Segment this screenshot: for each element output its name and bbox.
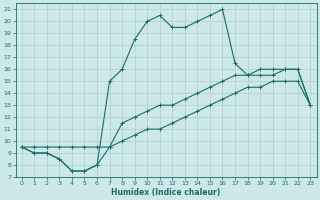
X-axis label: Humidex (Indice chaleur): Humidex (Indice chaleur) (111, 188, 221, 197)
